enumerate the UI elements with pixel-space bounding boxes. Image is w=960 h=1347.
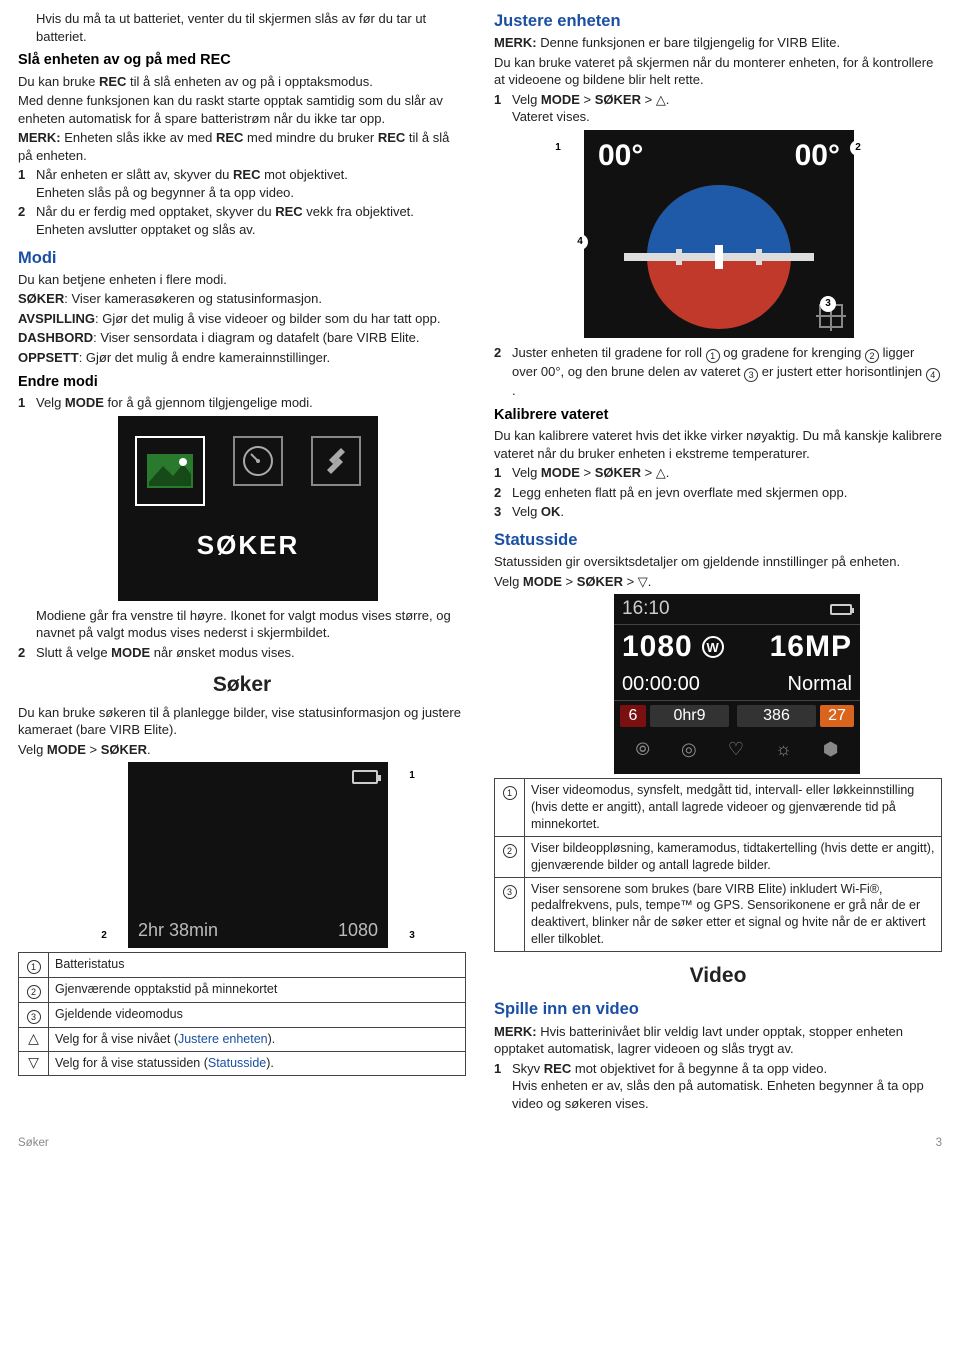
- modi-avspilling: AVSPILLING: Gjør det mulig å vise videoe…: [18, 310, 466, 328]
- cadence-icon: ◎: [681, 737, 697, 761]
- kal-p: Du kan kalibrere vateret hvis det ikke v…: [494, 427, 942, 462]
- callout-1: 1: [404, 768, 420, 784]
- rec-step-2: 2 Når du er ferdig med opptaket, skyver …: [18, 203, 466, 238]
- spille-heading: Spille inn en video: [494, 998, 942, 1020]
- ss-sensor-icons: ⦾ ◎ ♡ ☼ ⬢: [614, 731, 860, 763]
- level-callout-3: 3: [820, 296, 836, 312]
- rec-heading: Slå enheten av og på med REC: [18, 51, 466, 71]
- status-screenshot: 16:10 1080 W 16MP 00:00:00 Normal 6 0hr9…: [614, 594, 860, 774]
- stat-heading: Statusside: [494, 529, 942, 551]
- modi-oppsett: OPPSETT: Gjør det mulig å endre kamerain…: [18, 349, 466, 367]
- vf-res: 1080: [338, 918, 378, 942]
- modi-dashbord: DASHBORD: Viser sensordata i diagram og …: [18, 329, 466, 347]
- modi-soker: SØKER: Viser kamerasøkeren og statusinfo…: [18, 290, 466, 308]
- level-screenshot: 00° 00°: [584, 130, 854, 338]
- ss-dur: 00:00:00: [622, 671, 700, 698]
- footer-right: 3: [936, 1136, 942, 1152]
- level-callout-1: 1: [550, 140, 566, 156]
- gps-icon: ⬢: [823, 737, 839, 761]
- video-section-heading: Video: [494, 962, 942, 990]
- viewfinder-legend: 1Batteristatus 2Gjenværende opptakstid p…: [18, 952, 466, 1076]
- modi-intro: Du kan betjene enheten i flere modi.: [18, 271, 466, 289]
- just-merk: MERK: Denne funksjonen er bare tilgjenge…: [494, 34, 942, 52]
- mode-icon-gauge: [233, 436, 283, 486]
- spille-merk: MERK: Hvis batterinivået blir veldig lav…: [494, 1023, 942, 1058]
- soker-section-heading: Søker: [18, 671, 466, 699]
- callout-3: 3: [404, 928, 420, 944]
- just-p: Du kan bruke vateret på skjermen når du …: [494, 54, 942, 89]
- stat-p: Statussiden gir oversiktsdetaljer om gje…: [494, 553, 942, 571]
- level-deg-left: 00°: [598, 136, 643, 177]
- soker-p: Du kan bruke søkeren til å planlegge bil…: [18, 704, 466, 739]
- page-footer: Søker 3: [18, 1136, 942, 1152]
- soker-path: Velg MODE > SØKER.: [18, 741, 466, 759]
- footer-left: Søker: [18, 1136, 49, 1152]
- just-step-1: 1 Velg MODE > SØKER > △. Vateret vises.: [494, 91, 942, 126]
- mode-icon-tools: [311, 436, 361, 486]
- ss-mode: Normal: [788, 671, 852, 698]
- vf-time: 2hr 38min: [138, 918, 218, 942]
- level-callout-2: 2: [850, 140, 866, 156]
- status-legend: 1Viser videomodus, synsfelt, medgått tid…: [494, 778, 942, 952]
- tempe-icon: ☼: [775, 737, 792, 761]
- level-deg-right: 00°: [795, 136, 840, 177]
- kal-heading: Kalibrere vateret: [494, 406, 942, 426]
- just-step-2: 2 Juster enheten til gradene for roll 1 …: [494, 344, 942, 400]
- battery-icon: [352, 770, 378, 784]
- ss-b: 0hr9: [650, 705, 729, 727]
- callout-2: 2: [96, 928, 112, 944]
- mode-icon-selected: [135, 436, 205, 506]
- ss-d: 27: [820, 705, 854, 727]
- endre-note: Modiene går fra venstre til høyre. Ikone…: [18, 607, 466, 642]
- kal-step-2: 2Legg enheten flatt på en jevn overflate…: [494, 484, 942, 502]
- endre-step-1: 1 Velg MODE for å gå gjennom tilgjengeli…: [18, 394, 466, 412]
- level-callout-4: 4: [572, 234, 588, 250]
- kal-step-3: 3 Velg OK.: [494, 503, 942, 521]
- endre-step-2: 2 Slutt å velge MODE når ønsket modus vi…: [18, 644, 466, 662]
- heart-icon: ♡: [728, 737, 744, 761]
- ss-a: 6: [620, 705, 646, 727]
- right-column: Justere enheten MERK: Denne funksjonen e…: [494, 10, 942, 1114]
- left-column: Hvis du må ta ut batteriet, venter du ti…: [18, 10, 466, 1114]
- stat-path: Velg MODE > SØKER > ▽.: [494, 573, 942, 591]
- rec-p1: Du kan bruke REC til å slå enheten av og…: [18, 73, 466, 91]
- ss-mp: 16MP: [770, 627, 852, 668]
- ss-c: 386: [737, 705, 816, 727]
- ss-time: 16:10: [622, 596, 670, 622]
- mode-label: SØKER: [118, 528, 378, 563]
- mode-screenshot: SØKER: [118, 416, 378, 601]
- viewfinder-screenshot: 2hr 38min 1080: [128, 762, 388, 948]
- power-hint: Hvis du må ta ut batteriet, venter du ti…: [18, 10, 466, 45]
- modi-heading: Modi: [18, 247, 466, 269]
- kal-step-1: 1 Velg MODE > SØKER > △.: [494, 464, 942, 482]
- endre-heading: Endre modi: [18, 373, 466, 393]
- just-heading: Justere enheten: [494, 10, 942, 32]
- rec-p2: Med denne funksjonen kan du raskt starte…: [18, 92, 466, 127]
- spille-step-1: 1 Skyv REC mot objektivet for å begynne …: [494, 1060, 942, 1113]
- level-gauge-icon: [584, 183, 854, 333]
- wifi-icon: ⦾: [636, 737, 650, 761]
- rec-step-1: 1 Når enheten er slått av, skyver du REC…: [18, 166, 466, 201]
- rec-merk: MERK: Enheten slås ikke av med REC med m…: [18, 129, 466, 164]
